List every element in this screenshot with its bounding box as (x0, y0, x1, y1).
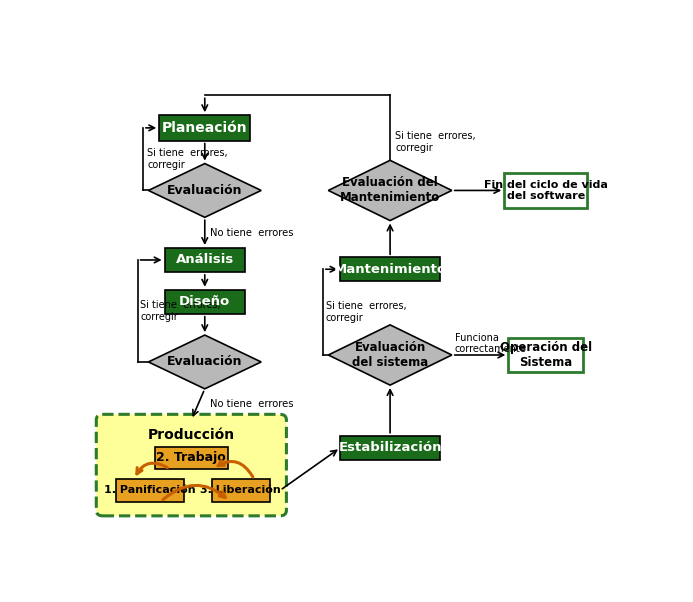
Text: Evaluación: Evaluación (167, 184, 243, 197)
FancyBboxPatch shape (96, 414, 286, 516)
Text: No tiene  errores: No tiene errores (210, 228, 294, 238)
Text: Evaluación
del sistema: Evaluación del sistema (352, 341, 428, 369)
Text: Diseño: Diseño (179, 295, 230, 308)
Text: 3. Liberación: 3. Liberación (200, 485, 281, 495)
Text: Estabilización: Estabilización (338, 441, 442, 454)
FancyBboxPatch shape (340, 436, 440, 460)
FancyBboxPatch shape (212, 479, 270, 501)
Text: Evaluación del
Mantenimiento: Evaluación del Mantenimiento (340, 176, 440, 205)
Text: Planeación: Planeación (162, 121, 247, 135)
Text: Si tiene  errores,
corregir: Si tiene errores, corregir (326, 302, 406, 323)
Text: Si tiene  errores,
corregir: Si tiene errores, corregir (148, 148, 228, 170)
Text: Si tiene  errores,
corregir: Si tiene errores, corregir (396, 131, 476, 152)
FancyBboxPatch shape (340, 257, 440, 281)
Text: No tiene  errores: No tiene errores (210, 399, 294, 409)
FancyBboxPatch shape (164, 290, 245, 314)
FancyBboxPatch shape (116, 479, 184, 501)
FancyBboxPatch shape (505, 173, 588, 208)
Polygon shape (328, 160, 452, 220)
Text: Mantenimiento: Mantenimiento (333, 262, 446, 276)
Polygon shape (148, 164, 261, 217)
FancyBboxPatch shape (164, 248, 245, 272)
FancyBboxPatch shape (155, 447, 227, 469)
Text: Evaluación: Evaluación (167, 355, 243, 368)
Text: Análisis: Análisis (175, 253, 234, 267)
FancyBboxPatch shape (159, 115, 250, 141)
Text: Producción: Producción (148, 428, 235, 442)
FancyBboxPatch shape (508, 338, 584, 371)
Text: Funciona
correctamente: Funciona correctamente (455, 333, 526, 354)
Text: 2. Trabajo: 2. Trabajo (157, 452, 226, 464)
Text: Fin del ciclo de vida
del software: Fin del ciclo de vida del software (484, 179, 608, 201)
Text: Operación del
Sistema: Operación del Sistema (500, 341, 592, 369)
Text: Si tiene  errores,
corregir: Si tiene errores, corregir (140, 300, 221, 321)
Polygon shape (148, 335, 261, 389)
Text: 1. Panificación: 1. Panificación (104, 485, 196, 495)
Polygon shape (328, 325, 452, 385)
